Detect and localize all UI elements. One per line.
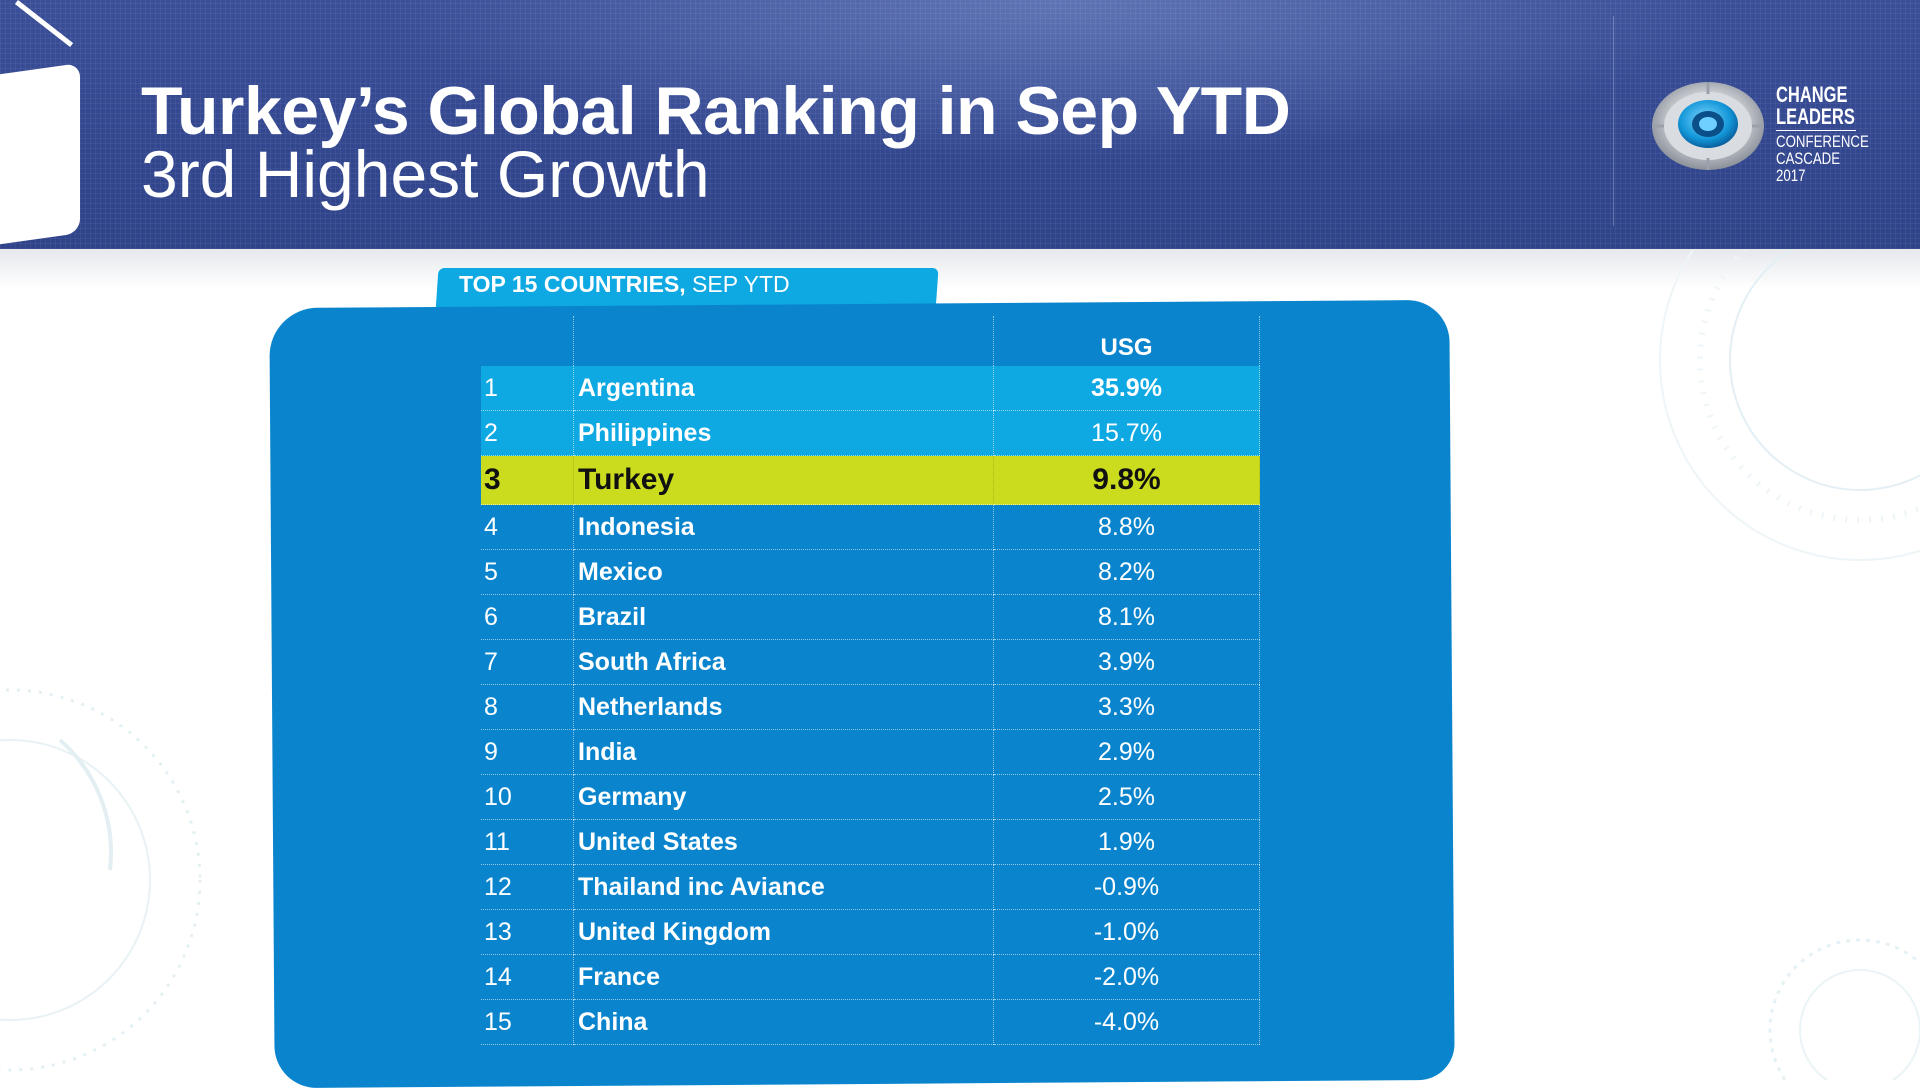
rank-cell: 8	[481, 684, 574, 730]
table-row: 5 Mexico 8.2%	[481, 549, 1260, 595]
decorative-rings-left	[0, 688, 202, 1072]
country-cell: Indonesia	[573, 504, 994, 550]
usg-cell: 9.8%	[993, 455, 1260, 505]
usg-column-header: USG	[993, 316, 1260, 366]
table-row-highlighted: 3 Turkey 9.8%	[481, 455, 1260, 505]
usg-cell: 15.7%	[993, 410, 1260, 456]
rank-cell: 1	[481, 366, 574, 411]
logo-text: CHANGE LEADERS CONFERENCE CASCADE 2017	[1776, 84, 1895, 184]
banner-shadow	[0, 249, 1920, 289]
country-cell: India	[573, 729, 994, 775]
rank-cell: 14	[481, 954, 574, 1000]
table-row: 9 India 2.9%	[481, 729, 1260, 775]
logo-change: CHANGE	[1776, 82, 1848, 107]
table-header-row: USG	[481, 316, 1260, 366]
target-eye-icon	[1652, 82, 1764, 170]
usg-cell: 35.9%	[993, 366, 1260, 411]
usg-cell: -0.9%	[993, 864, 1260, 910]
rank-cell: 5	[481, 549, 574, 595]
usg-cell: 3.3%	[993, 684, 1260, 730]
table-tab-label-rest: SEP YTD	[685, 271, 790, 297]
usg-cell: 8.1%	[993, 594, 1260, 640]
country-cell: Germany	[573, 774, 994, 820]
usg-cell: -4.0%	[993, 999, 1260, 1045]
table-row: 4 Indonesia 8.8%	[481, 504, 1260, 550]
rank-cell: 15	[481, 999, 574, 1045]
rank-cell: 6	[481, 594, 574, 640]
rank-cell: 12	[481, 864, 574, 910]
logo-separator	[1776, 130, 1856, 131]
country-cell: France	[573, 954, 994, 1000]
country-cell: United States	[573, 819, 994, 865]
table-row: 10 Germany 2.5%	[481, 774, 1260, 820]
logo-year: 2017	[1776, 166, 1806, 185]
logo-leaders: LEADERS	[1776, 104, 1855, 129]
decorative-rings-right	[1659, 250, 1920, 561]
table-row: 14 France -2.0%	[481, 954, 1260, 1000]
country-cell: Netherlands	[573, 684, 994, 730]
usg-cell: 3.9%	[993, 639, 1260, 685]
table-row: 13 United Kingdom -1.0%	[481, 909, 1260, 955]
rank-cell: 11	[481, 819, 574, 865]
logo-cascade: CASCADE	[1776, 149, 1841, 168]
rank-cell: 13	[481, 909, 574, 955]
table-row: 7 South Africa 3.9%	[481, 639, 1260, 685]
logo-conference: CONFERENCE	[1776, 132, 1869, 151]
header-banner	[0, 0, 1920, 249]
table-tab-label: TOP 15 COUNTRIES, SEP YTD	[459, 271, 790, 298]
country-cell: Thailand inc Aviance	[573, 864, 994, 910]
usg-cell: -1.0%	[993, 909, 1260, 955]
country-cell: Turkey	[573, 455, 994, 505]
table-row: 2 Philippines 15.7%	[481, 410, 1260, 456]
rank-cell: 3	[481, 455, 574, 505]
rank-cell: 7	[481, 639, 574, 685]
country-cell: China	[573, 999, 994, 1045]
table-row: 8 Netherlands 3.3%	[481, 684, 1260, 730]
table-row: 11 United States 1.9%	[481, 819, 1260, 865]
table-row: 15 China -4.0%	[481, 999, 1260, 1045]
country-cell: South Africa	[573, 639, 994, 685]
table-tab-label-bold: TOP 15 COUNTRIES,	[459, 271, 686, 297]
usg-cell: -2.0%	[993, 954, 1260, 1000]
rank-column-header	[481, 316, 574, 366]
rank-cell: 9	[481, 729, 574, 775]
usg-cell: 2.5%	[993, 774, 1260, 820]
rank-cell: 10	[481, 774, 574, 820]
usg-cell: 8.2%	[993, 549, 1260, 595]
page-subtitle: 3rd Highest Growth	[141, 137, 710, 211]
decorative-white-shape	[0, 62, 80, 248]
country-cell: Philippines	[573, 410, 994, 456]
country-cell: Mexico	[573, 549, 994, 595]
decorative-rings-bottom-right	[1768, 938, 1920, 1080]
header-divider	[1613, 16, 1614, 226]
country-cell: Brazil	[573, 594, 994, 640]
table-row: 12 Thailand inc Aviance -0.9%	[481, 864, 1260, 910]
rank-cell: 4	[481, 504, 574, 550]
usg-cell: 8.8%	[993, 504, 1260, 550]
table-row: 6 Brazil 8.1%	[481, 594, 1260, 640]
table-row: 1 Argentina 35.9%	[481, 366, 1260, 411]
country-cell: Argentina	[573, 366, 994, 411]
usg-cell: 1.9%	[993, 819, 1260, 865]
country-column-header	[573, 316, 994, 366]
rank-cell: 2	[481, 410, 574, 456]
country-cell: United Kingdom	[573, 909, 994, 955]
page-title: Turkey’s Global Ranking in Sep YTD	[141, 73, 1291, 149]
usg-cell: 2.9%	[993, 729, 1260, 775]
